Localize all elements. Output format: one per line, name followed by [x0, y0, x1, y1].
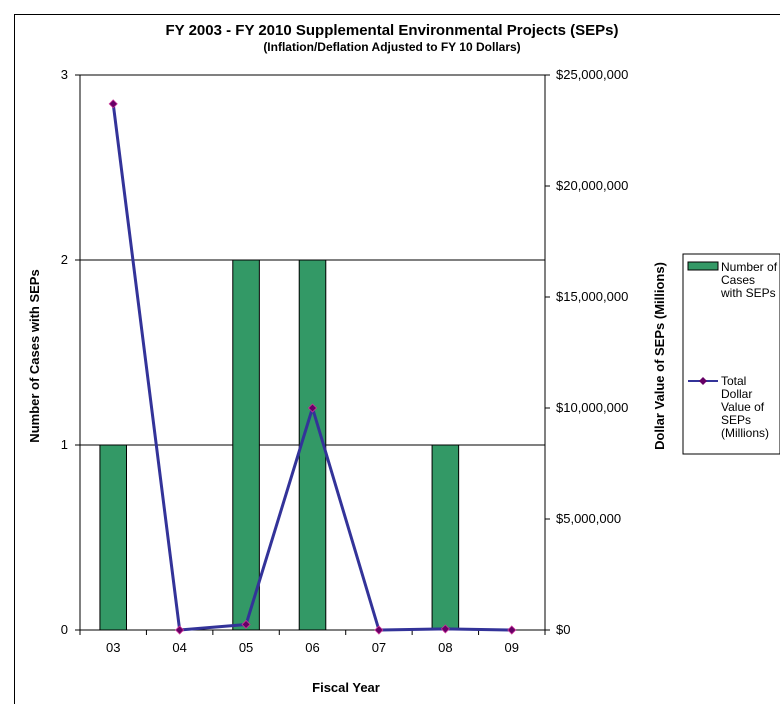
y-tick-label-left: 0 [61, 622, 68, 637]
chart-title: FY 2003 - FY 2010 Supplemental Environme… [166, 22, 619, 39]
x-tick-label: 09 [505, 640, 519, 655]
legend-box [682, 253, 780, 455]
chart-frame [14, 14, 780, 704]
legend-label-line: Value of [721, 400, 765, 414]
bar [431, 444, 460, 631]
legend-label-line: with SEPs [720, 286, 776, 300]
y-tick-label-left: 2 [61, 252, 68, 267]
x-tick-label: 05 [239, 640, 253, 655]
y-tick-label-right: $25,000,000 [556, 67, 628, 82]
y-tick-label-right: $10,000,000 [556, 400, 628, 415]
x-tick-label: 04 [172, 640, 186, 655]
legend-label-line: Number of [721, 260, 778, 274]
y-tick-label-left: 1 [61, 437, 68, 452]
x-axis-label: Fiscal Year [312, 680, 380, 695]
legend-label-line: Total [721, 374, 746, 388]
y-tick-label-right: $15,000,000 [556, 289, 628, 304]
line-series [108, 99, 517, 635]
chart-subtitle: (Inflation/Deflation Adjusted to FY 10 D… [263, 40, 520, 54]
legend-label-line: Cases [721, 273, 755, 287]
legend-marker [699, 377, 707, 385]
line-point [108, 99, 118, 109]
bar [99, 444, 128, 631]
legend-label-line: Dollar [721, 387, 752, 401]
y-tick-label-right: $0 [556, 622, 570, 637]
line-point [175, 625, 185, 635]
legend-label-line: (Millions) [721, 426, 769, 440]
line-point [374, 625, 384, 635]
bar [298, 259, 327, 631]
x-tick-label: 08 [438, 640, 452, 655]
y-tick-label-right: $20,000,000 [556, 178, 628, 193]
line-point [507, 625, 517, 635]
legend-swatch-bars [687, 261, 719, 271]
tick-labels: 0 1 2 3 $0 $5,000,000 $10,000,000 $15,000,000 $2… [61, 67, 629, 655]
line-point [307, 403, 318, 413]
x-tick-label: 07 [372, 640, 386, 655]
y-axis-right-label: Dollar Value of SEPs (Millions) [652, 262, 667, 450]
y-tick-label-left: 3 [61, 67, 68, 82]
x-tick-label: 06 [305, 640, 319, 655]
bar [232, 259, 260, 631]
y-axis-label: Number of Cases with SEPs [27, 269, 42, 442]
line-point [241, 619, 251, 630]
legend-label-line: SEPs [721, 413, 751, 427]
x-tick-label: 03 [106, 640, 120, 655]
y-tick-label-right: $5,000,000 [556, 511, 621, 526]
line-point [440, 624, 450, 634]
bar-series [99, 259, 460, 631]
